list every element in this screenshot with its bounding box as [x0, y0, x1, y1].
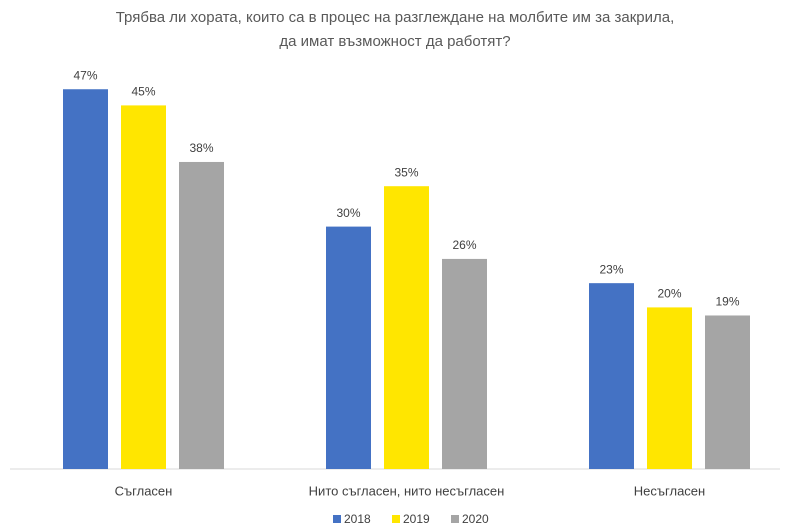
legend-label: 2018 — [344, 512, 371, 526]
bar — [63, 89, 108, 470]
bar — [179, 161, 224, 469]
legend-label: 2020 — [462, 512, 489, 526]
data-label: 20% — [657, 287, 681, 301]
bar — [589, 283, 634, 469]
x-tick-label: Съгласен — [115, 483, 173, 498]
bar — [121, 105, 166, 470]
data-label: 23% — [599, 262, 623, 276]
data-label: 35% — [394, 165, 418, 179]
data-label: 19% — [715, 295, 739, 309]
legend-swatch — [392, 515, 400, 523]
bar — [326, 226, 371, 469]
data-label: 30% — [336, 206, 360, 220]
legend-label: 2019 — [403, 512, 430, 526]
bar — [705, 315, 750, 469]
legend-swatch — [333, 515, 341, 523]
data-label: 47% — [73, 68, 97, 82]
x-tick-label: Несъгласен — [634, 483, 705, 498]
chart-title: Трябва ли хората, които са в процес на р… — [115, 9, 675, 50]
x-tick-label: Нито съгласен, нито несъгласен — [309, 483, 505, 498]
legend-swatch — [451, 515, 459, 523]
bar — [384, 186, 429, 469]
data-label: 26% — [452, 238, 476, 252]
bar — [442, 258, 487, 469]
bar — [647, 307, 692, 469]
data-label: 38% — [189, 141, 213, 155]
data-label: 45% — [131, 85, 155, 99]
